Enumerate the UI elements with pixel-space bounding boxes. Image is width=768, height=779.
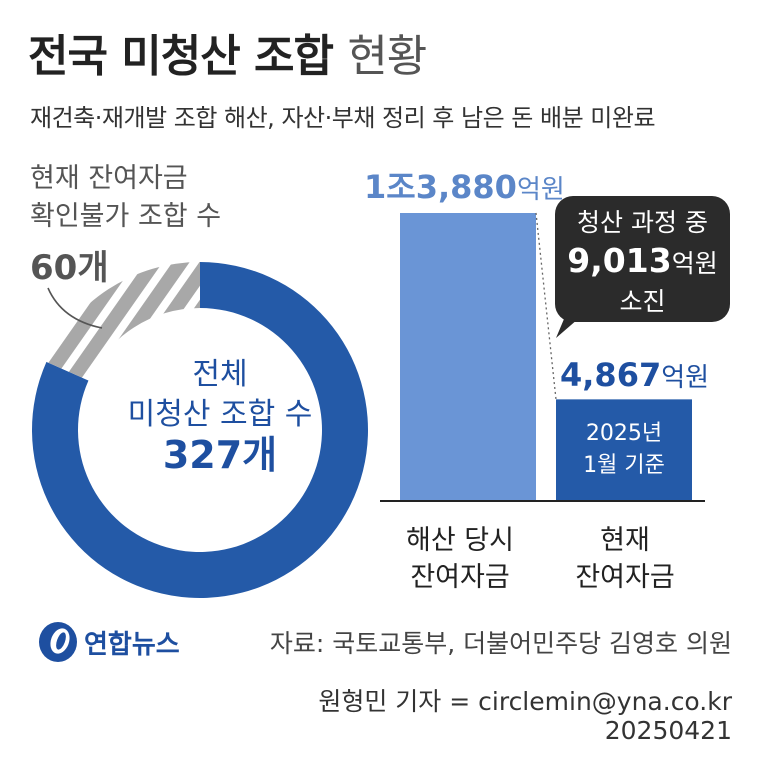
byline: 원형민 기자 = circlemin@yna.co.kr: [318, 687, 732, 716]
title-light: 현황: [347, 31, 427, 82]
callout-line1: 청산 과정 중: [577, 208, 708, 237]
bar1-value-unit: 억원: [516, 175, 565, 205]
category-label-dissolution-line1: 해산 당시: [406, 525, 514, 556]
bar1-value-num: 1조3,880: [364, 168, 517, 206]
category-label-current: 현재 잔여자금: [545, 522, 705, 596]
subtitle: 재건축·재개발 조합 해산, 자산·부채 정리 후 남은 돈 배분 미완료: [30, 104, 656, 132]
unknown-label-line1: 현재 잔여자금: [30, 163, 188, 194]
bar2-value-label: 4,867억원: [560, 356, 709, 394]
bar1-value-label: 1조3,880억원: [364, 162, 565, 208]
date: 20250421: [604, 716, 732, 745]
donut-chart: [31, 262, 369, 598]
bar2-note-line1: 2025년: [585, 421, 663, 446]
bar-chart: [380, 212, 705, 502]
category-label-dissolution: 해산 당시 잔여자금: [380, 522, 540, 596]
unknown-label: 현재 잔여자금 확인불가 조합 수: [30, 160, 221, 236]
donut-center-label: 전체 미청산 조합 수 327개: [85, 355, 355, 475]
unknown-count: 60개: [30, 248, 109, 288]
bar2-value-num: 4,867: [560, 356, 662, 394]
donut-center-line1: 전체: [192, 357, 248, 392]
leader-line: [47, 287, 103, 329]
callout-line3: 소진: [619, 287, 666, 316]
callout-bubble: 청산 과정 중 9,013억원 소진: [555, 196, 730, 322]
donut-center-value: 327개: [162, 433, 278, 477]
category-label-current-line2: 잔여자금: [575, 562, 675, 593]
page-title: 전국 미청산 조합 현황: [28, 20, 427, 84]
source-credit: 자료: 국토교통부, 더불어민주당 김영호 의원: [269, 629, 732, 658]
bar-dissolution: [400, 213, 536, 500]
bar-current: [556, 399, 692, 500]
donut-center-line2: 미청산 조합 수: [127, 397, 313, 432]
callout-line2: 9,013억원: [555, 240, 730, 285]
bar-connector-dotted: [535, 212, 557, 400]
logo-text: 연합뉴스: [84, 630, 180, 660]
bar2-note: 2025년 1월 기준: [556, 418, 692, 482]
yonhap-logo-icon: [39, 622, 77, 662]
title-bold: 전국 미청산 조합: [28, 31, 334, 82]
donut-segment-unknown: [46, 262, 200, 381]
category-label-dissolution-line2: 잔여자금: [410, 562, 510, 593]
callout-line2-unit: 억원: [671, 249, 718, 278]
bar2-value-unit: 억원: [661, 363, 710, 393]
unknown-label-line2: 확인불가 조합 수: [30, 201, 222, 232]
bar2-note-line2: 1월 기준: [583, 453, 665, 478]
callout-line2-num: 9,013: [567, 241, 672, 280]
category-label-current-line1: 현재: [600, 525, 650, 556]
